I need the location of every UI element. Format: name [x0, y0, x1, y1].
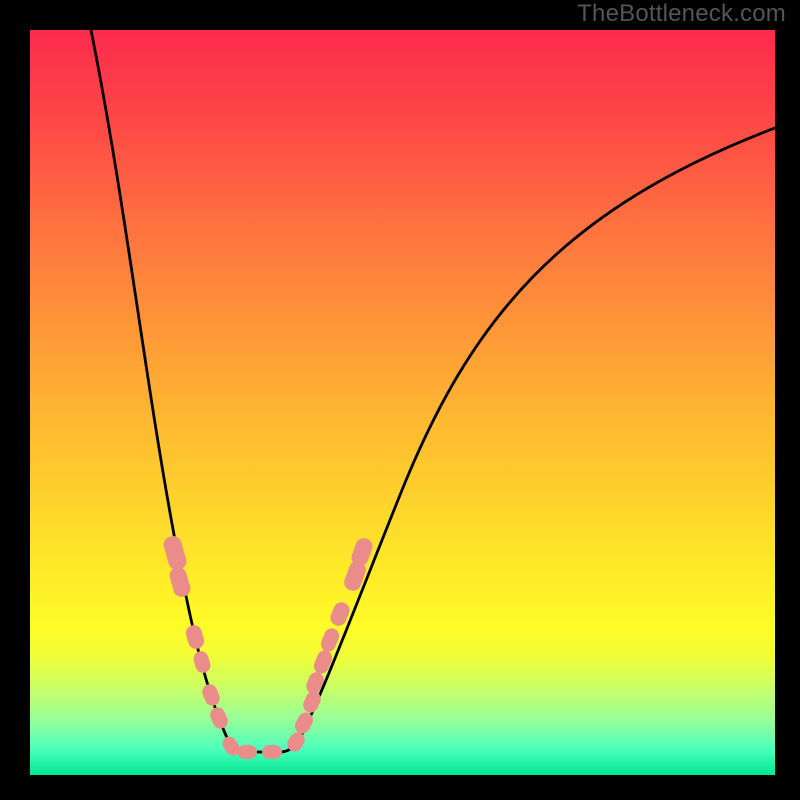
chart-container: TheBottleneck.com [0, 0, 800, 800]
bottleneck-chart [0, 0, 800, 800]
bottom-marker [237, 745, 257, 759]
bottom-marker [262, 745, 282, 759]
watermark-text: TheBottleneck.com [577, 0, 786, 28]
plot-background [30, 30, 775, 775]
